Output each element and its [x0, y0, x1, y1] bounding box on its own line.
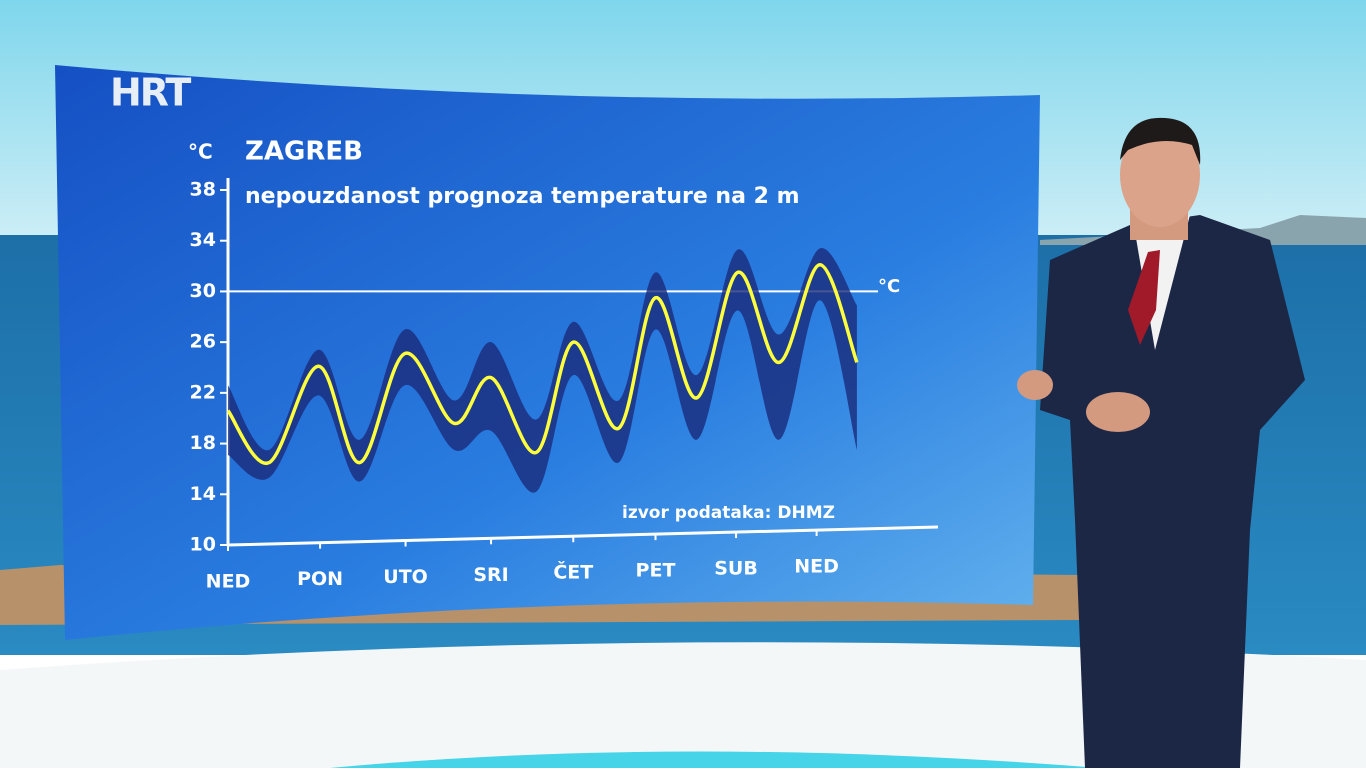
x-tick-label: SRI [473, 564, 508, 586]
y-tick-label: 38 [190, 179, 216, 201]
screen [55, 65, 1040, 640]
tie [1128, 250, 1160, 345]
logo: HRT [110, 71, 191, 115]
x-tick-label: NED [206, 571, 251, 593]
x-tick-label: SUB [714, 558, 758, 580]
x-axis [227, 525, 939, 547]
y-tick-label: 30 [190, 280, 216, 302]
source: izvor podataka: DHMZ [622, 503, 835, 523]
x-tick-label: PET [636, 560, 676, 582]
ref-line-label: °C [878, 276, 900, 297]
floor [0, 642, 1366, 768]
floor-light [330, 751, 1100, 768]
chart-subtitle: nepouzdanost prognoza temperature na 2 m [245, 184, 800, 209]
x-tick-label: PON [297, 568, 343, 590]
x-tick-label: ČET [553, 560, 593, 584]
suit [1040, 215, 1305, 768]
hair [1120, 117, 1201, 165]
y-tick-label: 18 [190, 432, 216, 454]
plot: 10 14 18 22 26 30 34 38 NED PON UTO SRI ČET PET SUB NED [190, 179, 878, 593]
y-tick-label: 14 [190, 483, 216, 505]
presenter [1017, 117, 1305, 768]
y-unit: °C [188, 140, 213, 164]
hand [1086, 392, 1150, 432]
y-tick-label: 22 [190, 381, 216, 403]
uncertainty-band [228, 248, 857, 493]
y-tick-label: 10 [190, 534, 216, 556]
forecast-line [226, 263, 859, 465]
chart-title: ZAGREB [245, 137, 363, 167]
hand [1017, 370, 1053, 400]
shirt [1135, 215, 1190, 350]
y-tick-label: 34 [190, 229, 216, 251]
x-tick-label: NED [794, 556, 839, 578]
head [1120, 123, 1200, 227]
x-tick-label: UTO [383, 566, 428, 588]
y-tick-label: 26 [190, 331, 216, 353]
